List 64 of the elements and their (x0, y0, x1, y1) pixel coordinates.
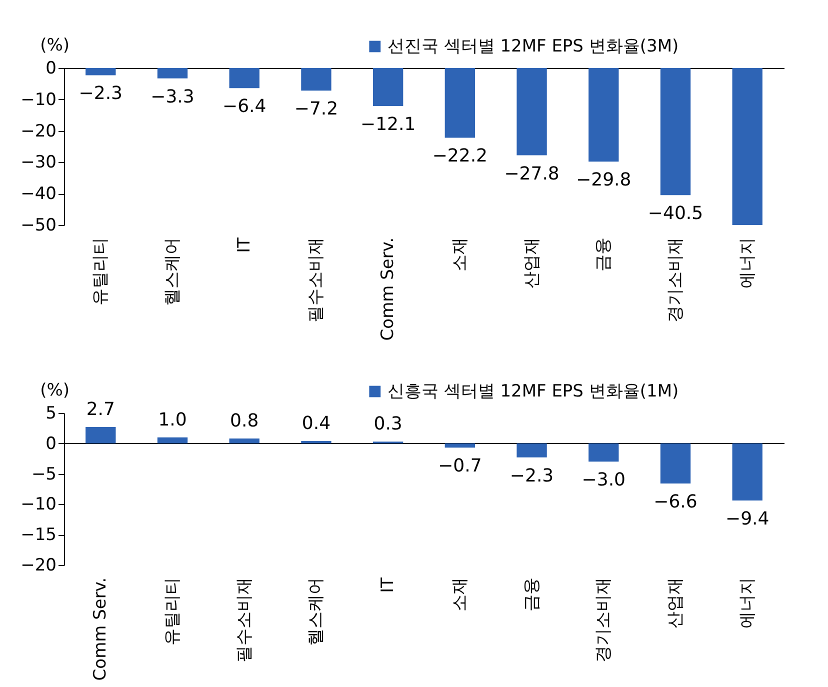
x-tick-label: 경기소비재 (665, 238, 686, 322)
text: −40.5 (648, 203, 704, 224)
x-tick-label: 유틸리티 (90, 238, 111, 306)
legend-label: 신흥국 섹터별 12MF EPS 변화율(1M) (387, 382, 679, 402)
text: 2.7 (86, 398, 115, 420)
text: −6.6 (654, 492, 698, 513)
bar (86, 426, 116, 444)
y-axis-title: (%) (40, 380, 70, 400)
x-tick-label: 소재 (450, 238, 470, 272)
text: −27.8 (504, 163, 560, 184)
y-axis-title: (%) (40, 36, 70, 56)
bar (229, 438, 260, 444)
y-tick-label: −5 (31, 464, 56, 484)
text: −2.3 (78, 83, 123, 104)
x-tick-label: 금융 (522, 578, 542, 612)
text: −9.4 (725, 508, 770, 530)
text: 0.4 (302, 412, 331, 434)
x-tick-label: 경기소비재 (594, 578, 614, 662)
x-tick-label: IT (378, 576, 398, 593)
x-tick-label: 필수소비재 (234, 578, 254, 662)
text: −3.3 (150, 86, 194, 108)
text: −7.2 (294, 98, 338, 120)
y-tick-label: −30 (20, 152, 56, 173)
x-tick-label: 산업재 (665, 578, 686, 628)
bar (301, 440, 332, 444)
y-tick-label: −20 (20, 121, 56, 142)
legend-label: 선진국 섹터별 12MF EPS 변화율(3M) (387, 36, 679, 56)
x-tick-label: 헬스케어 (306, 578, 326, 646)
bar (516, 443, 547, 458)
x-tick-label: IT (234, 236, 254, 253)
y-tick-label: −50 (20, 216, 56, 236)
y-tick-label: 0 (46, 58, 56, 78)
bar (444, 443, 476, 448)
x-tick-label: 에너지 (737, 578, 758, 628)
bar (732, 443, 762, 501)
y-tick-label: −15 (20, 525, 56, 546)
bar (157, 437, 188, 444)
text: 1.0 (158, 409, 187, 430)
bar (588, 443, 619, 462)
y-tick-label: 0 (46, 434, 56, 454)
x-tick-label: 유틸리티 (162, 578, 183, 646)
x-tick-label: 에너지 (737, 238, 758, 288)
text: −29.8 (576, 170, 632, 191)
text: 0.8 (230, 410, 259, 432)
x-tick-label: 헬스케어 (162, 238, 183, 306)
bar (660, 443, 691, 484)
y-tick-label: −20 (20, 556, 56, 576)
text: −2.3 (510, 465, 554, 486)
x-tick-label: 산업재 (522, 238, 542, 288)
y-tick-label: −10 (20, 494, 56, 515)
text: −3.0 (582, 470, 626, 491)
x-tick-label: 금융 (594, 238, 614, 272)
text: −12.1 (360, 114, 416, 135)
x-tick-label: 필수소비재 (306, 238, 326, 322)
x-tick-label: 소재 (450, 578, 470, 612)
text: −22.2 (432, 146, 488, 167)
x-tick-label: Comm Serv. (90, 578, 111, 681)
text: −0.7 (438, 456, 482, 477)
text: −6.4 (222, 96, 266, 118)
x-tick-label: Comm Serv. (378, 238, 398, 341)
y-tick-label: 5 (46, 404, 56, 424)
y-tick-label: −10 (20, 90, 56, 110)
text: 0.3 (374, 414, 402, 435)
y-tick-label: −40 (20, 184, 56, 204)
